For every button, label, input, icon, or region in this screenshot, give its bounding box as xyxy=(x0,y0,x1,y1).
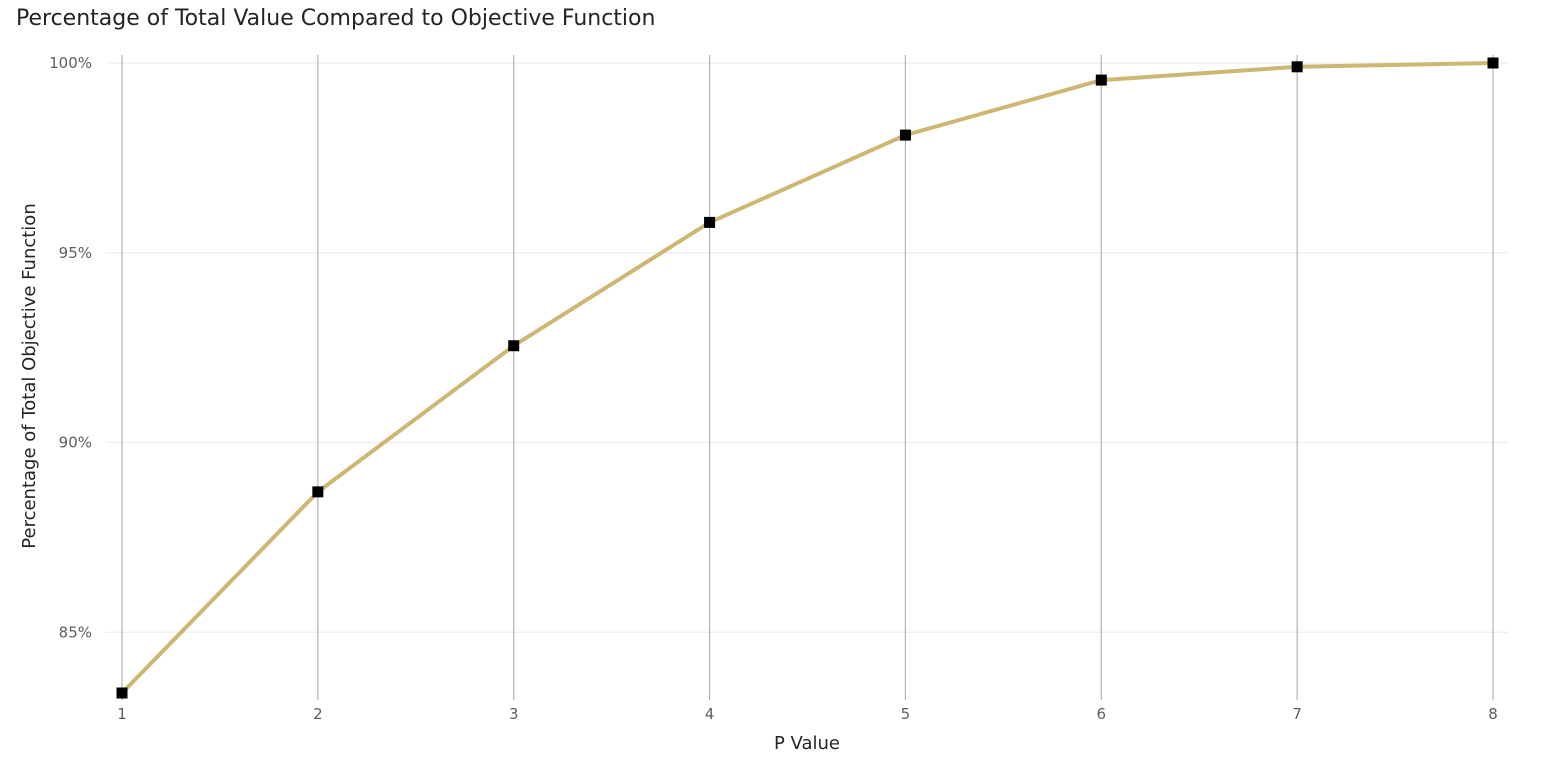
data-point-marker xyxy=(1487,57,1499,69)
x-tick-label: 7 xyxy=(1292,705,1302,723)
data-point-marker xyxy=(899,129,911,141)
series-lines xyxy=(120,61,1495,695)
horizontal-gridlines xyxy=(106,62,1508,634)
x-tick-label: 8 xyxy=(1488,705,1498,723)
data-point-marker xyxy=(1095,74,1107,86)
data-point-marker xyxy=(116,687,128,699)
chart-title: Percentage of Total Value Compared to Ob… xyxy=(16,6,656,31)
x-tick-label: 6 xyxy=(1097,705,1107,723)
y-tick-label: 90% xyxy=(59,434,92,452)
vertical-gridlines xyxy=(121,55,1494,700)
series-line xyxy=(120,61,1495,695)
x-tick-label: 2 xyxy=(313,705,323,723)
x-axis-title: P Value xyxy=(774,733,840,754)
data-point-marker xyxy=(508,340,520,352)
y-tick-label: 95% xyxy=(59,244,92,262)
data-point-markers xyxy=(116,57,1499,699)
data-point-marker xyxy=(312,486,324,498)
y-axis-title: Percentage of Total Objective Function xyxy=(19,203,40,548)
x-tick-label: 1 xyxy=(117,705,127,723)
data-point-marker xyxy=(1291,61,1303,73)
data-point-marker xyxy=(704,216,716,228)
y-tick-label: 100% xyxy=(49,54,92,72)
y-axis-tick-labels: 85% 90% 95% 100% xyxy=(49,54,92,641)
x-tick-label: 4 xyxy=(705,705,715,723)
x-tick-label: 5 xyxy=(901,705,911,723)
x-tick-label: 3 xyxy=(509,705,519,723)
y-tick-label: 85% xyxy=(59,623,92,641)
x-axis-tick-labels: 1 2 3 4 5 6 7 8 xyxy=(117,705,1498,723)
